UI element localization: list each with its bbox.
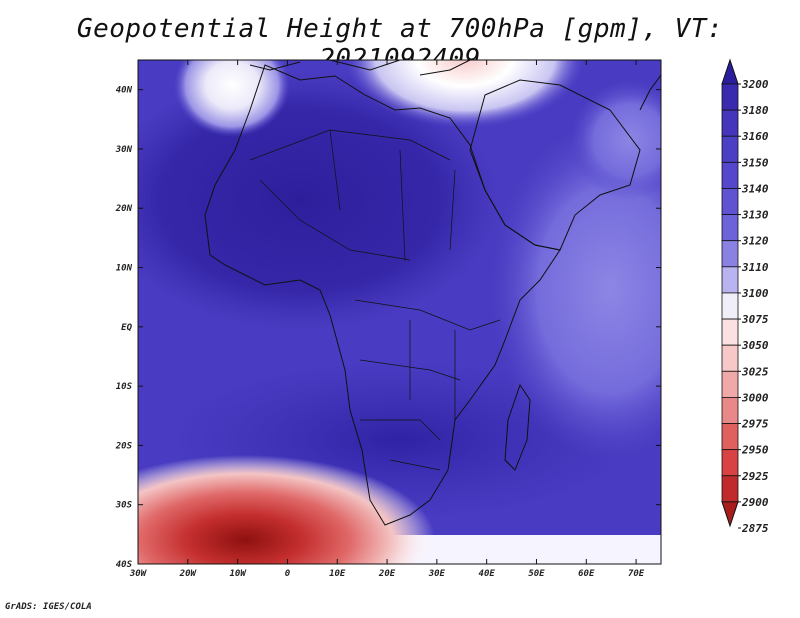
colorbar-segment bbox=[721, 109, 739, 137]
border-3 bbox=[329, 129, 456, 261]
border-5 bbox=[359, 359, 461, 381]
lon-label: 10E bbox=[329, 569, 346, 579]
colorbar-bottom-arrow bbox=[721, 501, 739, 528]
border-6 bbox=[360, 419, 441, 471]
lon-label: 0 bbox=[285, 569, 291, 579]
plot-frame bbox=[137, 59, 662, 565]
colorbar-label: 3050 bbox=[741, 339, 769, 352]
lon-label: 20W bbox=[179, 569, 198, 579]
lat-label: 20N bbox=[115, 204, 133, 214]
colorbar-label: 2875 bbox=[741, 522, 769, 535]
trough-mediterranean bbox=[345, 60, 585, 128]
colorbar: 3200 3180 3160 3150 3140 3130 3120 3110 3100 3075… bbox=[721, 58, 769, 535]
colorbar-label: 3100 bbox=[741, 287, 769, 300]
trough-northwest bbox=[174, 60, 290, 137]
grads-credit: GrADS: IGES/COLA bbox=[5, 602, 92, 612]
lon-label: 30E bbox=[428, 569, 446, 579]
colorbar-label: 2975 bbox=[741, 418, 769, 431]
lon-label: 70E bbox=[628, 569, 645, 579]
lon-label: 30W bbox=[129, 569, 148, 579]
lat-label: 20S bbox=[115, 441, 133, 451]
country-borders bbox=[249, 129, 501, 471]
chart-title: Geopotential Height at 700hPa [gpm], VT:… bbox=[76, 14, 724, 74]
colorbar-label: 3075 bbox=[741, 313, 769, 326]
lat-label: 30S bbox=[115, 501, 133, 511]
colorbar-label: 3000 bbox=[741, 391, 769, 404]
colorbar-label: 3160 bbox=[741, 130, 769, 143]
lat-label: 10S bbox=[116, 382, 133, 392]
colorbar-top-arrow bbox=[721, 58, 739, 85]
colorbar-segment bbox=[721, 266, 739, 294]
colorbar-label: 3130 bbox=[741, 209, 769, 222]
coastlines bbox=[204, 60, 661, 526]
light-indian-ocean bbox=[490, 120, 661, 460]
lon-label: 50E bbox=[528, 569, 545, 579]
colorbar-segment bbox=[721, 397, 739, 424]
colorbar-label: 3025 bbox=[741, 365, 769, 378]
lat-ticks bbox=[138, 89, 661, 565]
colorbar-label: 3150 bbox=[741, 156, 769, 169]
lon-label: 20E bbox=[378, 569, 396, 579]
light-arabian bbox=[570, 80, 661, 200]
colorbar-segment bbox=[721, 423, 739, 451]
colorbar-label: 3140 bbox=[741, 182, 769, 195]
colorbar-segment bbox=[721, 188, 739, 215]
lon-ticks bbox=[137, 60, 637, 564]
colorbar-segment bbox=[721, 214, 739, 242]
colorbar-label: 2925 bbox=[741, 470, 769, 483]
colorbar-label: 3200 bbox=[741, 78, 769, 91]
border-1 bbox=[249, 129, 451, 161]
border-7 bbox=[409, 320, 456, 420]
colorbar-segment bbox=[721, 344, 739, 372]
colorbar-label: 3120 bbox=[741, 235, 769, 248]
field-shading bbox=[138, 60, 661, 564]
colorbar-segment bbox=[721, 475, 739, 503]
lon-label: 60E bbox=[578, 569, 595, 579]
colorbar-segment bbox=[721, 318, 739, 346]
lat-label: 30N bbox=[115, 145, 133, 155]
lon-label: 40E bbox=[479, 569, 496, 579]
lat-labels: 40N 30N 20N 10N EQ 10S 20S 30S 40S bbox=[115, 86, 133, 570]
border-4 bbox=[354, 299, 501, 331]
colorbar-segment bbox=[721, 292, 739, 320]
madagascar-coast bbox=[504, 383, 531, 471]
lat-label: 10N bbox=[116, 264, 133, 274]
colorbar-label: 3110 bbox=[741, 261, 769, 274]
arabia-coast bbox=[469, 79, 641, 251]
lat-label: 40S bbox=[116, 560, 133, 570]
colorbar-label: 3180 bbox=[741, 104, 769, 117]
africa-coast bbox=[204, 64, 561, 526]
colorbar-label: 2950 bbox=[741, 444, 769, 457]
lat-label: EQ bbox=[121, 323, 132, 333]
colorbar-segment bbox=[721, 83, 739, 111]
low-southwest bbox=[138, 455, 435, 564]
colorbar-segment bbox=[721, 449, 739, 477]
europe-coast bbox=[249, 60, 471, 76]
colorbar-segment bbox=[721, 370, 739, 398]
colorbar-segment bbox=[721, 240, 739, 268]
lon-label: 10W bbox=[229, 569, 247, 579]
colorbar-segment bbox=[721, 135, 739, 163]
colorbar-segment bbox=[721, 161, 739, 189]
colorbar-label: 2900 bbox=[741, 496, 769, 509]
asia-coast bbox=[639, 74, 661, 111]
lat-label: 40N bbox=[116, 86, 133, 96]
border-2 bbox=[259, 179, 411, 261]
lon-labels: 30W 20W 10W 0 10E 20E 30E 40E 50E 60E 70E bbox=[129, 569, 645, 579]
